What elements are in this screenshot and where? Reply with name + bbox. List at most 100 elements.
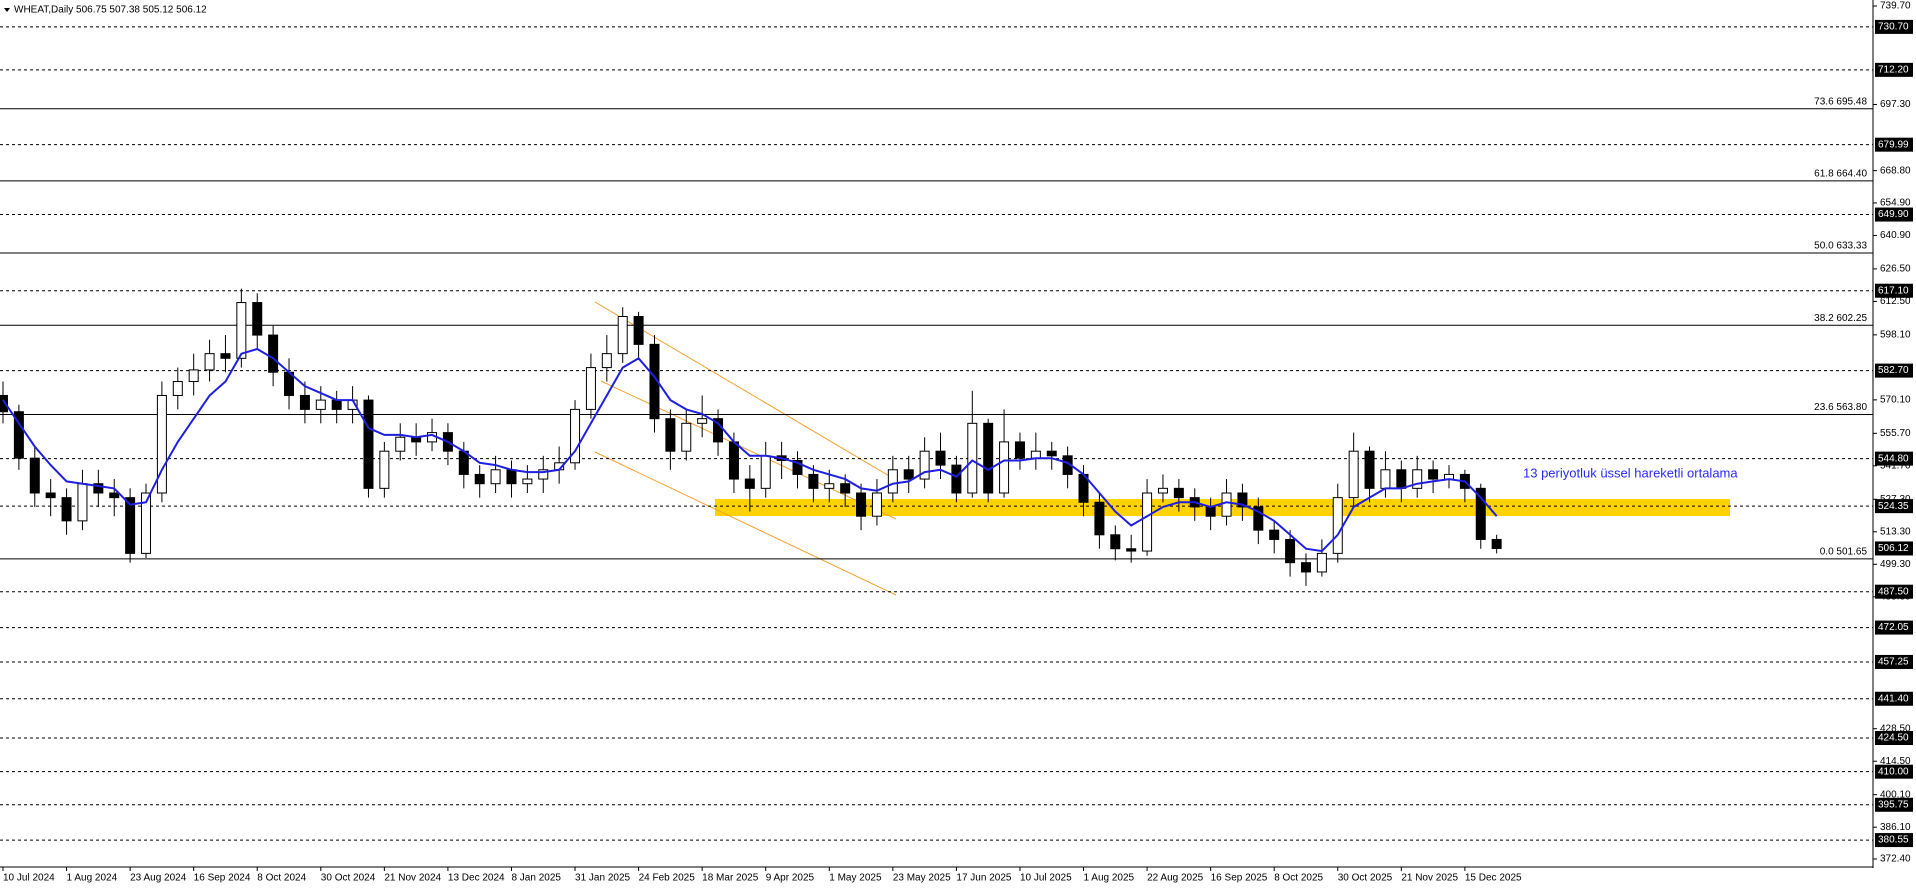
candle-body (1364, 450, 1375, 489)
level-box (1875, 451, 1913, 466)
x-tick-label: 10 Jul 2025 (1020, 873, 1072, 884)
last-price-label: 506.12 (1878, 543, 1909, 554)
level-label: 730.70 (1878, 22, 1909, 33)
y-tick-label: 626.50 (1880, 264, 1911, 275)
level-box (1875, 499, 1913, 514)
y-tick-label: 739.70 (1880, 1, 1911, 12)
channel-upper (594, 301, 897, 481)
candle-body (760, 455, 771, 489)
level-label: 380.55 (1878, 835, 1909, 846)
x-tick-label: 23 Aug 2024 (130, 873, 187, 884)
x-tick-label: 22 Aug 2025 (1147, 873, 1204, 884)
x-tick-label: 15 Dec 2025 (1465, 873, 1522, 884)
x-tick-label: 1 Aug 2024 (67, 873, 118, 884)
fib-label: 23.6 563.80 (1814, 402, 1867, 413)
candle-body (585, 367, 596, 410)
candle-body (363, 399, 374, 489)
candle-body (379, 450, 390, 489)
y-tick-label: 499.30 (1880, 559, 1911, 570)
candle-body (1142, 492, 1153, 552)
level-box (1875, 764, 1913, 779)
candle-body (315, 399, 326, 410)
x-tick-label: 21 Nov 2024 (384, 873, 441, 884)
candle-body (77, 483, 88, 522)
title-arrow (4, 8, 10, 12)
level-label: 544.80 (1878, 453, 1909, 464)
candle-body (1094, 501, 1105, 536)
candle-body (665, 418, 676, 452)
candle-body (538, 469, 549, 480)
candle-body (141, 492, 152, 554)
fib-label: 50.0 633.33 (1814, 241, 1867, 252)
candle-body (252, 302, 263, 336)
level-box (1875, 654, 1913, 669)
x-tick-label: 10 Jul 2024 (3, 873, 55, 884)
candle-body (172, 381, 183, 396)
level-box (1875, 833, 1913, 848)
y-tick-label: 555.70 (1880, 428, 1911, 439)
last-price-box (1875, 541, 1913, 556)
candle-body (1316, 552, 1327, 573)
candle-body (903, 469, 914, 480)
level-box (1875, 731, 1913, 746)
candle-body (967, 422, 978, 494)
candle-body (0, 394, 8, 413)
candle-body (1428, 469, 1439, 480)
x-tick-label: 16 Sep 2024 (194, 873, 251, 884)
candle-body (887, 469, 898, 494)
y-tick-label: 541.70 (1880, 460, 1911, 471)
candle-body (999, 441, 1010, 494)
candle-body (29, 457, 40, 494)
level-label: 524.35 (1878, 501, 1909, 512)
candle-body (728, 441, 739, 480)
candle-body (395, 436, 406, 452)
level-label: 395.75 (1878, 799, 1909, 810)
candle-body (713, 418, 724, 443)
candle-body (1348, 450, 1359, 499)
level-label: 410.00 (1878, 766, 1909, 777)
y-tick-label: 372.40 (1880, 854, 1911, 865)
candle-body (1269, 529, 1280, 540)
x-tick-label: 23 May 2025 (893, 873, 951, 884)
level-box (1875, 363, 1913, 378)
y-tick-label: 414.50 (1880, 756, 1911, 767)
level-label: 679.99 (1878, 139, 1909, 150)
candle-body (1491, 538, 1502, 549)
level-box (1875, 620, 1913, 635)
candle-body (1237, 492, 1248, 508)
x-tick-label: 17 Jun 2025 (956, 873, 1011, 884)
candle-body (299, 394, 310, 410)
x-tick-label: 8 Oct 2025 (1274, 873, 1323, 884)
x-tick-label: 21 Nov 2025 (1401, 873, 1458, 884)
candle-body (1173, 487, 1184, 499)
x-tick-label: 30 Oct 2024 (321, 873, 376, 884)
candle-body (1126, 548, 1137, 552)
level-label: 712.20 (1878, 65, 1909, 76)
y-tick-label: 598.10 (1880, 329, 1911, 340)
y-tick-label: 400.10 (1880, 789, 1911, 800)
candle-body (824, 483, 835, 489)
level-box (1875, 62, 1913, 77)
candle-body (617, 315, 628, 355)
candle-body (1475, 487, 1486, 540)
candle-body (1332, 497, 1343, 554)
level-box (1875, 584, 1913, 599)
y-tick-label: 640.90 (1880, 230, 1911, 241)
candle-body (474, 473, 485, 485)
candle-body (268, 334, 279, 373)
level-box (1875, 19, 1913, 34)
y-tick-label: 570.10 (1880, 395, 1911, 406)
candle-body (808, 473, 819, 489)
level-label: 649.90 (1878, 209, 1909, 220)
x-tick-label: 24 Feb 2025 (639, 873, 696, 884)
candle-body (840, 483, 851, 494)
chart-title: WHEAT,Daily 506.75 507.38 505.12 506.12 (14, 5, 207, 16)
y-tick-label: 428.50 (1880, 723, 1911, 734)
candle-body (236, 302, 247, 359)
candle-body (45, 492, 56, 499)
candle-body (93, 483, 104, 494)
x-tick-label: 8 Oct 2024 (257, 873, 306, 884)
level-box (1875, 691, 1913, 706)
candle-body (697, 418, 708, 424)
candle-body (871, 492, 882, 517)
